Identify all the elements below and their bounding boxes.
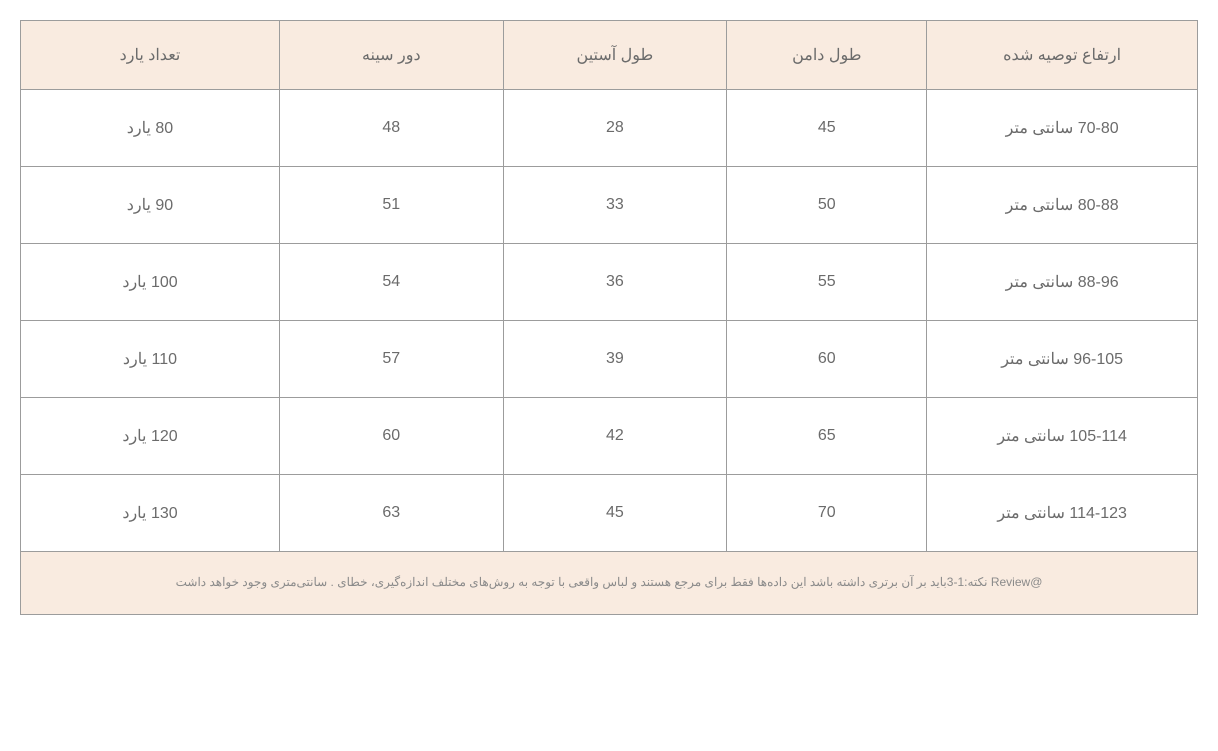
cell-height: 80-88 سانتی متر — [927, 167, 1198, 244]
cell-bust: 48 — [279, 90, 503, 167]
footer-note: @Review نکته:1-3باید بر آن برتری داشته ب… — [21, 552, 1198, 615]
cell-bust: 54 — [279, 244, 503, 321]
cell-bust: 51 — [279, 167, 503, 244]
column-header-height: ارتفاع توصیه شده — [927, 21, 1198, 90]
cell-yard: 80 یارد — [21, 90, 280, 167]
size-chart-table: ارتفاع توصیه شده طول دامن طول آستین دور … — [20, 20, 1198, 615]
cell-skirt: 55 — [727, 244, 927, 321]
column-header-yard: تعداد یارد — [21, 21, 280, 90]
cell-height: 96-105 سانتی متر — [927, 321, 1198, 398]
cell-skirt: 50 — [727, 167, 927, 244]
column-header-sleeve: طول آستین — [503, 21, 727, 90]
cell-sleeve: 39 — [503, 321, 727, 398]
table-row: 96-105 سانتی متر 60 39 57 110 یارد — [21, 321, 1198, 398]
cell-height: 105-114 سانتی متر — [927, 398, 1198, 475]
table-row: 70-80 سانتی متر 45 28 48 80 یارد — [21, 90, 1198, 167]
cell-sleeve: 45 — [503, 475, 727, 552]
column-header-skirt: طول دامن — [727, 21, 927, 90]
table-row: 88-96 سانتی متر 55 36 54 100 یارد — [21, 244, 1198, 321]
cell-sleeve: 28 — [503, 90, 727, 167]
cell-yard: 100 یارد — [21, 244, 280, 321]
cell-height: 114-123 سانتی متر — [927, 475, 1198, 552]
table-row: 80-88 سانتی متر 50 33 51 90 یارد — [21, 167, 1198, 244]
table-footer: @Review نکته:1-3باید بر آن برتری داشته ب… — [21, 552, 1198, 615]
table-row: 105-114 سانتی متر 65 42 60 120 یارد — [21, 398, 1198, 475]
cell-skirt: 65 — [727, 398, 927, 475]
cell-height: 70-80 سانتی متر — [927, 90, 1198, 167]
table-body: 70-80 سانتی متر 45 28 48 80 یارد 80-88 س… — [21, 90, 1198, 552]
cell-bust: 57 — [279, 321, 503, 398]
cell-yard: 120 یارد — [21, 398, 280, 475]
table-row: 114-123 سانتی متر 70 45 63 130 یارد — [21, 475, 1198, 552]
table-header: ارتفاع توصیه شده طول دامن طول آستین دور … — [21, 21, 1198, 90]
cell-skirt: 60 — [727, 321, 927, 398]
cell-yard: 110 یارد — [21, 321, 280, 398]
cell-bust: 60 — [279, 398, 503, 475]
cell-yard: 130 یارد — [21, 475, 280, 552]
table-header-row: ارتفاع توصیه شده طول دامن طول آستین دور … — [21, 21, 1198, 90]
cell-height: 88-96 سانتی متر — [927, 244, 1198, 321]
cell-yard: 90 یارد — [21, 167, 280, 244]
cell-skirt: 45 — [727, 90, 927, 167]
cell-bust: 63 — [279, 475, 503, 552]
cell-sleeve: 33 — [503, 167, 727, 244]
column-header-bust: دور سینه — [279, 21, 503, 90]
cell-sleeve: 42 — [503, 398, 727, 475]
cell-skirt: 70 — [727, 475, 927, 552]
table-footer-row: @Review نکته:1-3باید بر آن برتری داشته ب… — [21, 552, 1198, 615]
cell-sleeve: 36 — [503, 244, 727, 321]
